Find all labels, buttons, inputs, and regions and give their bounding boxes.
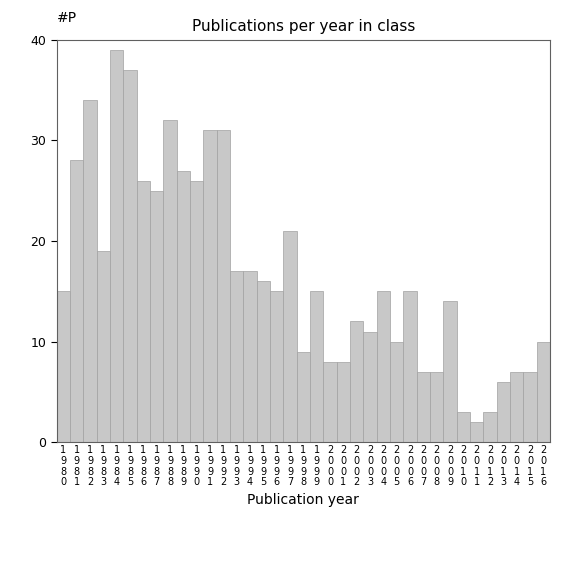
Bar — [536, 341, 550, 442]
Bar — [363, 332, 376, 442]
Bar — [456, 412, 470, 442]
Bar — [217, 130, 230, 442]
Bar — [297, 352, 310, 442]
Bar — [190, 180, 204, 442]
Bar — [137, 180, 150, 442]
Bar — [83, 100, 97, 442]
Bar — [376, 291, 390, 442]
Bar — [243, 271, 257, 442]
Bar — [497, 382, 510, 442]
Bar — [523, 372, 536, 442]
Bar — [230, 271, 243, 442]
Bar — [430, 372, 443, 442]
Bar — [163, 120, 177, 442]
Bar — [284, 231, 297, 442]
X-axis label: Publication year: Publication year — [247, 493, 359, 507]
Text: #P: #P — [57, 11, 77, 24]
Bar — [110, 50, 124, 442]
Bar — [390, 341, 403, 442]
Bar — [124, 70, 137, 442]
Bar — [470, 422, 483, 442]
Bar — [350, 321, 363, 442]
Bar — [97, 251, 110, 442]
Bar — [150, 191, 163, 442]
Bar — [70, 160, 83, 442]
Bar — [270, 291, 284, 442]
Bar — [510, 372, 523, 442]
Bar — [443, 302, 456, 442]
Title: Publications per year in class: Publications per year in class — [192, 19, 415, 35]
Bar — [483, 412, 497, 442]
Bar — [403, 291, 417, 442]
Bar — [337, 362, 350, 442]
Bar — [177, 171, 190, 442]
Bar — [310, 291, 323, 442]
Bar — [257, 281, 270, 442]
Bar — [323, 362, 337, 442]
Bar — [57, 291, 70, 442]
Bar — [204, 130, 217, 442]
Bar — [417, 372, 430, 442]
